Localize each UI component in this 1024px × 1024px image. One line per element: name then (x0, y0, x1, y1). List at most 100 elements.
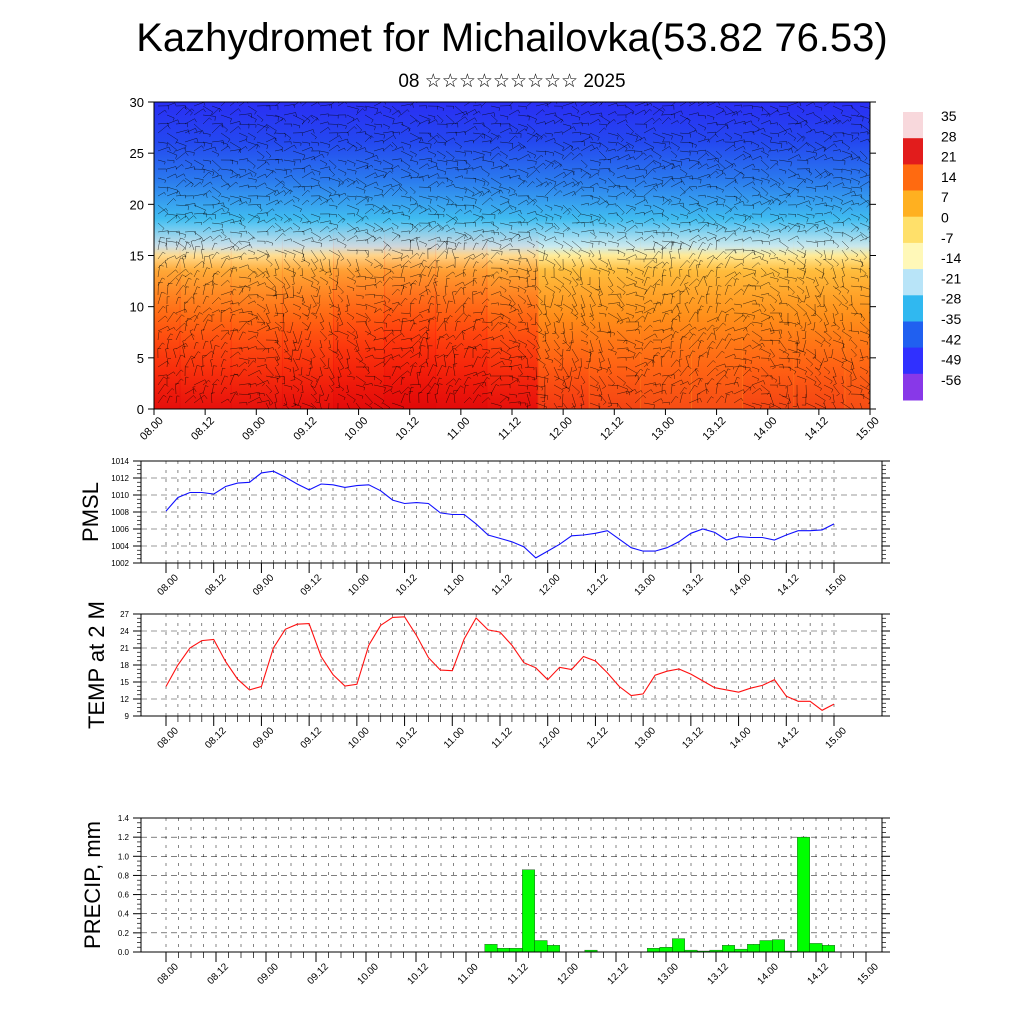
x-tick-label: 15.00 (823, 572, 849, 598)
y-tick-label: 25 (130, 146, 144, 161)
panel-frame (140, 817, 883, 953)
precip-bar (722, 945, 735, 953)
precip-bar (809, 943, 823, 953)
colorbar-label: 7 (941, 189, 949, 205)
wind-barbs (157, 102, 870, 409)
colorbar-label: -21 (941, 270, 961, 286)
y-tick-label: 18 (120, 661, 129, 670)
x-tick-label: 13.00 (649, 415, 677, 443)
precip-bar (672, 938, 685, 953)
page-subtitle: 08 ☆☆☆☆☆☆☆☆☆ 2025 (398, 71, 626, 92)
colorbar-label: -28 (941, 291, 961, 307)
cross-section-x-axis: 08.00 08.12 09.00 09.12 10.00 10.12 11.00 11.12… (138, 409, 882, 443)
x-tick-label: 14.00 (755, 961, 781, 987)
x-tick-label: 13.12 (680, 572, 706, 598)
temp-panel: 9 12 15 18 21 24 27 08.00 08.12 09.00 09.12 10.00 10… (84, 601, 890, 751)
x-tick-label: 12.00 (537, 572, 563, 598)
colorbar-swatch (903, 373, 923, 401)
precip-bar (497, 948, 510, 953)
x-tick-label: 09.00 (240, 415, 268, 443)
y-tick-label: 20 (130, 197, 144, 212)
x-tick-label: 09.00 (251, 572, 277, 598)
x-tick-label: 10.12 (394, 572, 420, 598)
colorbar-label: -14 (941, 250, 961, 266)
x-tick-label: 09.12 (291, 415, 319, 443)
x-tick-label: 10.00 (355, 961, 381, 987)
colorbar-label: 28 (941, 128, 957, 144)
x-tick-label: 11.00 (442, 572, 467, 597)
pmsl-panel: 1002 1004 1006 1008 1010 1012 1014 08.00 08.12 09… (78, 457, 890, 598)
y-tick-label: 0.0 (118, 948, 130, 957)
colorbar-label: 21 (941, 149, 957, 165)
y-tick-label: 9 (125, 712, 130, 721)
y-tick-label: 30 (130, 95, 144, 110)
x-tick-label: 11.12 (490, 572, 515, 597)
precip-bar (772, 939, 785, 953)
x-tick-label: 14.00 (728, 572, 754, 598)
x-tick-label: 13.00 (633, 572, 659, 598)
x-tick-label: 13.12 (700, 415, 728, 443)
colorbar-label: -49 (941, 352, 961, 368)
colorbar-swatch (903, 164, 923, 192)
colorbar-swatch (903, 295, 923, 322)
page-title: Kazhydromet for Michailovka(53.82 76.53) (136, 16, 888, 60)
y-tick-label: 1002 (111, 559, 129, 568)
y-tick-label: 24 (120, 627, 129, 636)
y-tick-label: 0.8 (118, 871, 130, 880)
warmth-column (537, 102, 590, 409)
x-tick-label: 10.00 (342, 415, 370, 443)
warmth-column (588, 102, 641, 409)
y-tick-label: 27 (120, 610, 129, 619)
x-tick-label: 14.12 (776, 572, 802, 598)
colorbar-swatch (903, 112, 923, 139)
y-tick-label: 0.6 (118, 891, 130, 900)
precip-bar (797, 836, 810, 953)
y-tick-label: 1.0 (118, 852, 130, 861)
y-axis-title: PMSL (78, 482, 103, 542)
x-tick-label: 12.00 (547, 415, 575, 443)
x-tick-label: 08.12 (203, 572, 229, 598)
x-tick-label: 10.00 (346, 572, 372, 598)
x-tick-label: 13.00 (633, 725, 659, 751)
colorbar: 35 28 21 14 7 0 -7 -14 -21 -28 -35 -42 -49 -56 (903, 108, 961, 401)
warmth-column (639, 102, 692, 409)
precip-bar (747, 944, 760, 953)
x-tick-label: 10.12 (405, 961, 431, 987)
warmth-column (793, 102, 846, 409)
warmth-column (742, 102, 795, 409)
x-tick-label: 11.12 (490, 725, 515, 750)
colorbar-swatch (903, 216, 923, 244)
x-tick-label: 15.00 (854, 415, 882, 443)
y-tick-label: 12 (120, 695, 129, 704)
colorbar-label: -42 (941, 331, 961, 347)
y-tick-label: 1008 (111, 508, 129, 517)
colorbar-swatch (903, 190, 923, 218)
y-axis-title: TEMP at 2 M (84, 601, 109, 729)
x-tick-label: 13.12 (705, 961, 731, 987)
x-tick-label: 15.00 (823, 725, 849, 751)
x-tick-label: 11.00 (456, 961, 481, 986)
colorbar-swatch (903, 138, 923, 165)
x-tick-label: 08.12 (189, 415, 217, 443)
x-tick-label: 14.00 (728, 725, 754, 751)
y-tick-label: 0.2 (118, 929, 130, 938)
x-tick-label: 11.12 (506, 961, 531, 986)
colorbar-swatch (903, 242, 923, 270)
precip-bar (547, 945, 560, 953)
x-tick-label: 15.00 (855, 961, 881, 987)
y-tick-label: 1004 (111, 542, 129, 551)
precip-bar (759, 940, 773, 953)
x-tick-label: 08.00 (155, 725, 181, 751)
y-tick-label: 1014 (111, 457, 129, 466)
warmth-column (179, 102, 232, 409)
x-tick-label: 10.00 (346, 725, 372, 751)
colorbar-swatch (903, 347, 923, 375)
warmth-column (384, 102, 437, 409)
warmth-column (435, 102, 488, 409)
precip-bar (822, 945, 835, 953)
y-tick-label: 0 (137, 402, 144, 417)
colorbar-label: 14 (941, 169, 957, 185)
x-tick-label: 11.00 (442, 725, 467, 750)
y-tick-label: 21 (120, 644, 129, 653)
